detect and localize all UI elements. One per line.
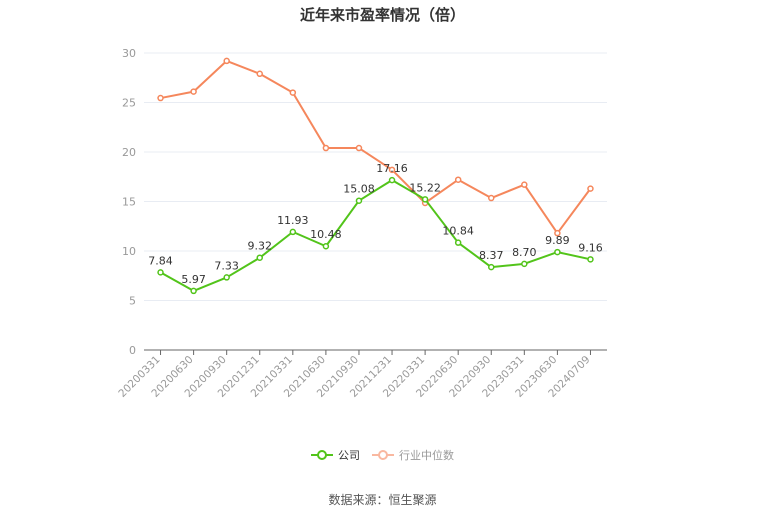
series-line (160, 179, 591, 292)
data-point[interactable] (157, 269, 164, 276)
data-point[interactable] (587, 256, 594, 263)
data-label: 9.16 (578, 241, 603, 254)
y-tick-label: 20 (122, 146, 136, 159)
data-point[interactable] (322, 242, 330, 250)
y-tick-label: 25 (122, 97, 136, 110)
data-point[interactable] (521, 181, 528, 188)
data-point[interactable] (554, 229, 561, 237)
data-point[interactable] (388, 176, 396, 184)
chart-title: 近年来市盈率情况（倍） (299, 6, 465, 24)
data-point[interactable] (157, 94, 164, 102)
data-label: 8.37 (479, 249, 504, 262)
data-label: 5.97 (181, 273, 206, 286)
data-point[interactable] (289, 89, 297, 96)
series-industry-median[interactable] (157, 57, 594, 237)
data-point[interactable] (521, 260, 528, 268)
series-line (160, 59, 592, 235)
data-point[interactable] (256, 70, 263, 78)
data-point[interactable] (421, 196, 429, 203)
data-point[interactable] (355, 197, 363, 204)
legend-label-company: 公司 (338, 449, 360, 462)
y-tick-label: 10 (122, 245, 136, 258)
data-point[interactable] (223, 274, 230, 281)
data-point[interactable] (289, 228, 297, 236)
series-company[interactable] (157, 176, 594, 295)
data-point[interactable] (454, 176, 462, 183)
data-label: 10.84 (442, 225, 474, 238)
data-label: 10.48 (310, 228, 342, 241)
data-label: 9.89 (545, 234, 570, 247)
data-label: 7.33 (214, 259, 239, 272)
data-label: 8.70 (512, 246, 537, 259)
data-label: 15.08 (343, 183, 375, 196)
y-tick-label: 0 (129, 344, 136, 357)
grid-lines (144, 52, 607, 301)
y-tick-label: 30 (122, 47, 136, 60)
data-source: 数据来源：恒生聚源 (328, 493, 437, 507)
data-point[interactable] (388, 166, 396, 174)
data-point[interactable] (554, 248, 561, 256)
data-point[interactable] (190, 287, 197, 295)
legend-item-company[interactable]: 公司 (311, 447, 360, 463)
data-label: 9.32 (248, 240, 273, 253)
line-chart: 0 5 10 15 20 25 30 202003312020063020200930202… (116, 47, 607, 400)
legend-item-industry[interactable]: 行业中位数 (372, 447, 454, 463)
data-point[interactable] (223, 57, 230, 65)
x-axis: 2020033120200630202009302020123120210331… (116, 349, 607, 400)
y-tick-label: 5 (129, 295, 136, 308)
data-point[interactable] (190, 88, 197, 95)
y-tick-label: 15 (122, 196, 136, 209)
data-point[interactable] (488, 263, 495, 271)
data-label: 17.16 (376, 162, 408, 175)
data-point[interactable] (587, 185, 594, 192)
legend: 公司 行业中位数 (0, 447, 765, 463)
legend-industry-line-icon (372, 450, 394, 460)
data-label: 15.22 (409, 181, 441, 194)
data-point[interactable] (322, 144, 330, 152)
data-point[interactable] (355, 144, 363, 152)
data-label: 7.84 (148, 254, 173, 267)
data-point[interactable] (454, 239, 462, 246)
data-point[interactable] (488, 194, 495, 202)
y-axis: 0 5 10 15 20 25 30 (122, 47, 136, 357)
legend-company-line-icon (311, 450, 333, 460)
legend-label-industry: 行业中位数 (399, 449, 454, 462)
data-point[interactable] (256, 254, 263, 261)
data-label: 11.93 (277, 214, 309, 227)
